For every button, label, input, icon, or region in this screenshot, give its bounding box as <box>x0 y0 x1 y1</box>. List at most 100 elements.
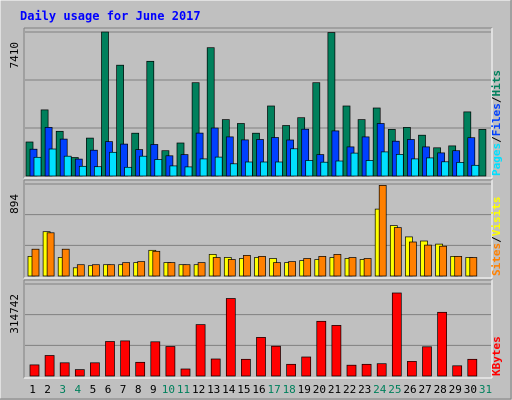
x-tick-label: 2 <box>44 383 51 396</box>
bar-files-15 <box>241 139 249 177</box>
x-tick-label: 23 <box>358 383 371 396</box>
bar-pages-15 <box>245 161 253 177</box>
bar-pages-26 <box>411 158 419 177</box>
bar-kbytes-23 <box>361 363 372 377</box>
x-tick-label: 13 <box>207 383 220 396</box>
x-tick-label: 19 <box>298 383 311 396</box>
x-tick-label: 10 <box>162 383 175 396</box>
bar-pages-12 <box>199 158 208 177</box>
x-tick-label: 24 <box>373 383 387 396</box>
bar-kbytes-19 <box>301 356 312 377</box>
bar-files-17 <box>271 137 279 177</box>
x-tick-label: 18 <box>283 383 296 396</box>
bar-kbytes-3 <box>59 362 70 377</box>
bar-sites-14 <box>227 259 236 277</box>
bar-kbytes-5 <box>90 362 100 377</box>
bar-pages-23 <box>365 160 374 177</box>
bar-kbytes-28 <box>437 311 447 377</box>
x-tick-label: 9 <box>150 383 157 396</box>
bar-kbytes-24 <box>376 363 387 377</box>
bar-hits-12 <box>191 82 200 177</box>
bar-pages-8 <box>139 155 148 177</box>
bar-sites-26 <box>409 241 417 277</box>
bar-kbytes-26 <box>407 361 417 377</box>
bar-kbytes-18 <box>286 363 296 377</box>
bar-kbytes-30 <box>467 358 478 377</box>
legend-entry: Files <box>490 103 503 136</box>
bar-kbytes-20 <box>316 320 327 377</box>
chart-title: Daily usage for June 2017 <box>20 9 201 23</box>
bar-pages-17 <box>275 161 283 177</box>
y-max-label: 314742 <box>8 294 21 334</box>
bar-sites-17 <box>273 262 281 277</box>
bar-kbytes-14 <box>225 298 236 377</box>
legend-text: KBytes <box>490 336 503 376</box>
bar-pages-7 <box>124 166 132 177</box>
bar-sites-27 <box>424 244 432 277</box>
bar-sites-29 <box>454 256 463 277</box>
bar-pages-29 <box>456 162 465 177</box>
bar-hits-20 <box>312 82 321 177</box>
bar-hits-6 <box>101 31 109 177</box>
bar-sites-5 <box>92 264 100 277</box>
bar-sites-13 <box>212 257 221 277</box>
series-files <box>29 123 476 177</box>
x-tick-label: 21 <box>328 383 341 396</box>
bar-files-23 <box>361 136 370 177</box>
bar-sites-24 <box>378 185 387 277</box>
bar-pages-28 <box>441 161 449 177</box>
bar-pages-1 <box>33 156 42 177</box>
bar-sites-21 <box>333 254 342 277</box>
bar-sites-11 <box>182 264 191 277</box>
bar-kbytes-2 <box>44 355 55 377</box>
bar-files-12 <box>195 132 204 177</box>
series-visits <box>27 208 474 277</box>
bar-kbytes-27 <box>422 346 432 377</box>
series-sites <box>31 185 478 277</box>
bar-sites-7 <box>122 262 130 277</box>
bar-sites-3 <box>61 248 70 277</box>
bar-pages-2 <box>48 148 57 177</box>
x-axis: 1 2 3 4 5 6 7 8 9 10 11 12 13 14 15 16 17 18 19 20 21 22 23 24 2… <box>29 383 492 396</box>
legend-text: Sites/Visits <box>490 197 503 277</box>
bar-kbytes-9 <box>150 341 161 377</box>
x-tick-label: 20 <box>313 383 326 396</box>
bar-kbytes-10 <box>165 346 176 377</box>
bar-sites-22 <box>348 257 357 277</box>
bar-files-5 <box>90 149 98 177</box>
legend-entry: / <box>490 236 503 243</box>
x-tick-label: 31 <box>479 383 492 396</box>
bar-kbytes-11 <box>180 368 191 377</box>
x-tick-label: 26 <box>403 383 416 396</box>
y-max-label: 7410 <box>8 42 21 69</box>
x-tick-label: 5 <box>90 383 97 396</box>
legend-entry: Visits <box>490 197 503 237</box>
legend-entry: Sites <box>490 243 503 276</box>
bar-pages-9 <box>154 159 163 177</box>
legend-entry: / <box>490 136 503 143</box>
bar-sites-9 <box>152 250 161 277</box>
bar-pages-5 <box>94 166 102 177</box>
bar-sites-8 <box>137 261 146 277</box>
bar-kbytes-21 <box>331 325 342 377</box>
bar-kbytes-29 <box>452 365 463 377</box>
bar-sites-2 <box>46 232 55 277</box>
series-kbytes <box>29 292 478 377</box>
x-tick-label: 11 <box>177 383 190 396</box>
bar-files-30 <box>467 137 476 177</box>
bar-files-11 <box>180 154 189 177</box>
panel-kbytes: 314742 KBytes <box>8 279 503 379</box>
x-tick-label: 4 <box>74 383 81 396</box>
legend-visits-sites: Sites/Visits <box>490 197 503 277</box>
bar-pages-19 <box>305 160 314 177</box>
bar-sites-30 <box>469 257 478 277</box>
bar-pages-10 <box>169 165 178 177</box>
bar-pages-30 <box>471 164 480 177</box>
x-tick-label: 25 <box>388 383 401 396</box>
x-tick-label: 7 <box>120 383 127 396</box>
bar-sites-20 <box>318 256 327 277</box>
bar-files-21 <box>331 130 340 177</box>
x-tick-label: 14 <box>222 383 236 396</box>
legend-entry: KBytes <box>490 336 503 376</box>
